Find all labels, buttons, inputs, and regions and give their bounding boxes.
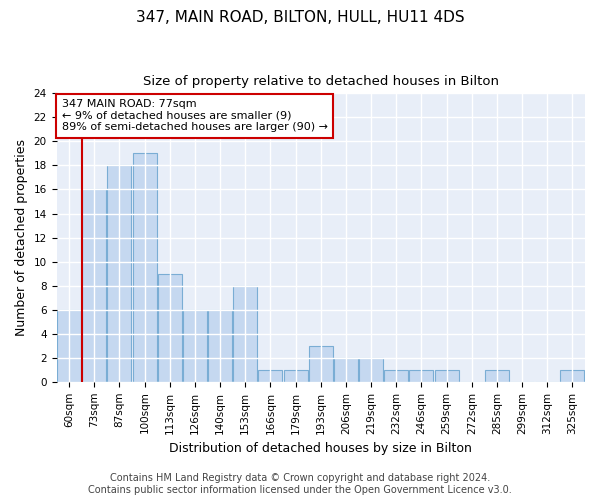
Bar xyxy=(409,370,433,382)
Bar xyxy=(385,370,408,382)
Bar xyxy=(233,286,257,382)
Bar xyxy=(82,190,106,382)
Bar xyxy=(560,370,584,382)
Bar xyxy=(434,370,458,382)
Title: Size of property relative to detached houses in Bilton: Size of property relative to detached ho… xyxy=(143,75,499,88)
Text: Contains HM Land Registry data © Crown copyright and database right 2024.
Contai: Contains HM Land Registry data © Crown c… xyxy=(88,474,512,495)
Bar xyxy=(208,310,232,382)
Bar xyxy=(334,358,358,382)
Bar xyxy=(158,274,182,382)
Bar xyxy=(359,358,383,382)
Bar xyxy=(284,370,308,382)
Bar xyxy=(309,346,333,382)
Y-axis label: Number of detached properties: Number of detached properties xyxy=(15,139,28,336)
Text: 347, MAIN ROAD, BILTON, HULL, HU11 4DS: 347, MAIN ROAD, BILTON, HULL, HU11 4DS xyxy=(136,10,464,25)
X-axis label: Distribution of detached houses by size in Bilton: Distribution of detached houses by size … xyxy=(169,442,472,455)
Bar xyxy=(485,370,509,382)
Bar xyxy=(133,154,157,382)
Text: 347 MAIN ROAD: 77sqm
← 9% of detached houses are smaller (9)
89% of semi-detache: 347 MAIN ROAD: 77sqm ← 9% of detached ho… xyxy=(62,99,328,132)
Bar xyxy=(259,370,283,382)
Bar xyxy=(57,310,81,382)
Bar xyxy=(183,310,207,382)
Bar xyxy=(107,166,131,382)
